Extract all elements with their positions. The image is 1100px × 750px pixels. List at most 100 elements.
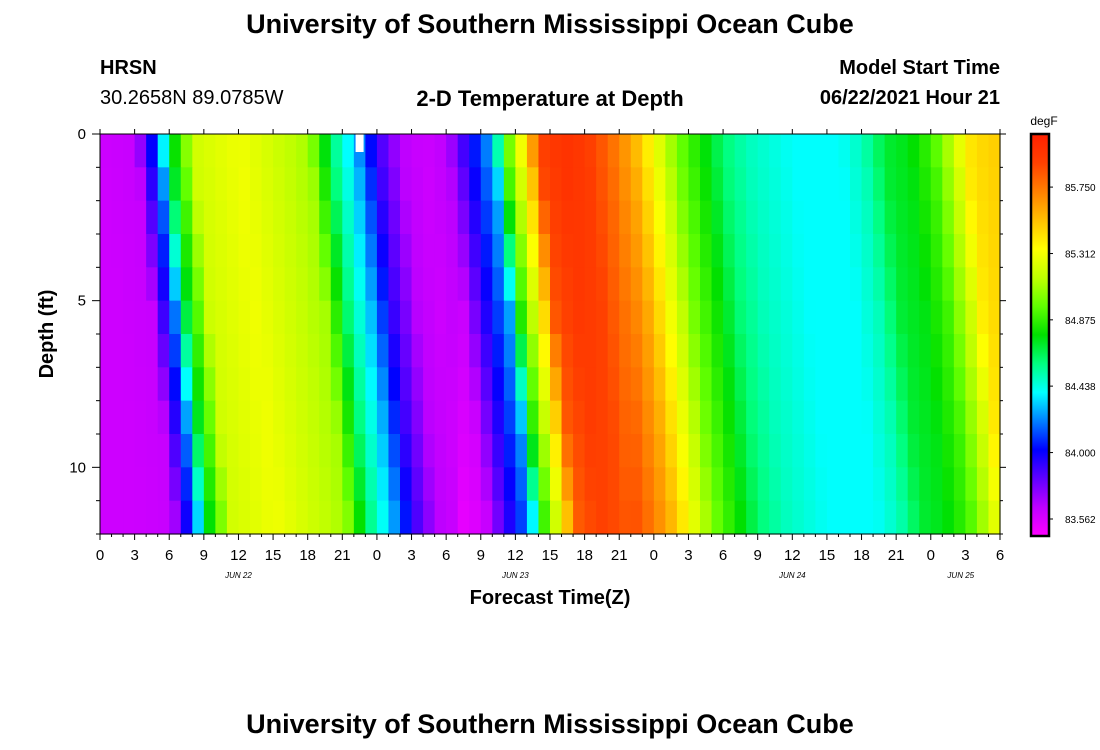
heatmap-cell [550, 200, 563, 235]
heatmap-cell [630, 300, 643, 335]
heatmap-cell [261, 234, 274, 268]
heatmap-cell [596, 234, 609, 268]
heatmap-cell [284, 200, 297, 235]
heatmap-cell [653, 400, 666, 435]
heatmap-cell [942, 367, 955, 402]
heatmap-cell [861, 334, 874, 368]
heatmap-cell [423, 167, 436, 202]
heatmap-cell [676, 367, 690, 402]
heatmap-cell [261, 200, 274, 235]
heatmap-cell [688, 367, 701, 402]
heatmap-cell [769, 500, 782, 535]
heatmap-cell [238, 267, 251, 302]
heatmap-cell [884, 267, 897, 302]
heatmap-cell [388, 200, 401, 235]
heatmap-cell [123, 434, 136, 468]
heatmap-cell [596, 400, 609, 435]
heatmap-cell [792, 334, 805, 368]
x-tick-label: 15 [542, 547, 559, 564]
heatmap-cell [446, 467, 459, 502]
heatmap-cell [584, 434, 597, 468]
heatmap-cell [976, 300, 990, 335]
heatmap-cell [826, 334, 840, 368]
heatmap-cell [676, 267, 690, 302]
heatmap-cell [988, 334, 1001, 368]
heatmap-cell [480, 367, 493, 402]
heatmap-cell [434, 267, 447, 302]
heatmap-cell [884, 134, 897, 168]
heatmap-cell [550, 500, 563, 535]
heatmap-cell [469, 267, 482, 302]
heatmap-cell [896, 234, 909, 268]
heatmap-cell [307, 167, 320, 202]
heatmap-cell [769, 134, 782, 168]
x-date-label: JUN 22 [224, 571, 252, 580]
x-tick-label: 9 [200, 547, 208, 564]
heatmap-cell [711, 500, 724, 535]
heatmap-cell [123, 467, 136, 502]
heatmap-cell [838, 367, 851, 402]
heatmap-cell [250, 300, 263, 335]
heatmap-cell [457, 300, 470, 335]
heatmap-cell [850, 234, 863, 268]
heatmap-cell [457, 500, 470, 535]
heatmap-cell [376, 400, 390, 435]
heatmap-cell [261, 300, 274, 335]
heatmap-cell [261, 367, 274, 402]
heatmap-cell [688, 400, 701, 435]
heatmap-cell [942, 234, 955, 268]
heatmap-cell [296, 267, 309, 302]
heatmap-cell [723, 400, 736, 435]
heatmap-cell [376, 434, 390, 468]
heatmap-cell [769, 467, 782, 502]
heatmap-cell [561, 134, 574, 168]
heatmap-cell [134, 367, 147, 402]
heatmap-cell [538, 400, 551, 435]
heatmap-cell [550, 467, 563, 502]
heatmap-cell [411, 500, 424, 535]
heatmap-cell [446, 200, 459, 235]
heatmap-cell [307, 400, 320, 435]
heatmap-cell [515, 200, 528, 235]
heatmap-cell [388, 134, 401, 168]
heatmap-cell [353, 334, 366, 368]
heatmap-cell [365, 467, 378, 502]
heatmap-cell [688, 434, 701, 468]
heatmap-cell [815, 334, 828, 368]
heatmap-cell [780, 234, 793, 268]
heatmap-cell [607, 167, 620, 202]
heatmap-cell [353, 300, 366, 335]
heatmap-cell [434, 367, 447, 402]
heatmap-cell [907, 200, 920, 235]
heatmap-cell [746, 500, 759, 535]
heatmap-cell [607, 267, 620, 302]
heatmap-cell [919, 500, 932, 535]
heatmap-cell [226, 367, 240, 402]
heatmap-cell [873, 367, 886, 402]
heatmap-cell [515, 334, 528, 368]
heatmap-cell [584, 200, 597, 235]
heatmap-cell [573, 367, 586, 402]
heatmap-cell [619, 467, 632, 502]
heatmap-cell [215, 300, 228, 335]
heatmap-cell [123, 400, 136, 435]
heatmap-cell [180, 200, 193, 235]
heatmap-cell [930, 267, 943, 302]
heatmap-cell [376, 500, 390, 535]
heatmap-cell [653, 134, 666, 168]
heatmap-cell [953, 234, 966, 268]
heatmap-cell [850, 267, 863, 302]
heatmap-cell [619, 300, 632, 335]
heatmap-cell [769, 367, 782, 402]
heatmap-cell [734, 367, 747, 402]
heatmap-cell [157, 300, 170, 335]
heatmap-cell [965, 500, 978, 535]
heatmap-cell [503, 300, 516, 335]
heatmap-cell [411, 434, 424, 468]
heatmap-cell [930, 434, 943, 468]
heatmap-cell [630, 234, 643, 268]
heatmap-cell [492, 267, 505, 302]
heatmap-cell [803, 200, 816, 235]
heatmap-cell [238, 134, 251, 168]
heatmap-cell [965, 300, 978, 335]
